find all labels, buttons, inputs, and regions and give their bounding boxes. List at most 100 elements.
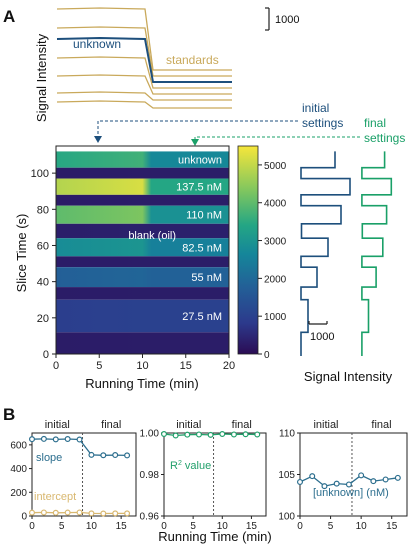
heatmap-xlabel: Running Time (min) bbox=[85, 376, 198, 391]
heatmap-y-tick-label: 20 bbox=[37, 313, 49, 325]
heatmap-band-label: blank (oil) bbox=[128, 230, 176, 242]
r2-superscript: 2 bbox=[178, 460, 182, 467]
data-point bbox=[184, 431, 191, 438]
colorbar-tick-label: 3000 bbox=[264, 237, 287, 248]
colorbar-tick-label: 5000 bbox=[264, 161, 287, 172]
initial-settings-arrowhead bbox=[94, 136, 102, 143]
signal-trace-line bbox=[56, 91, 232, 101]
data-point bbox=[242, 431, 249, 438]
data-point bbox=[321, 483, 328, 490]
heatmap-band bbox=[56, 194, 229, 206]
heatmap-y-tick-label: 60 bbox=[37, 240, 49, 252]
y-tick-label: 1.00 bbox=[140, 429, 160, 440]
heatmap-y-tick-label: 40 bbox=[37, 277, 49, 289]
data-point bbox=[64, 509, 71, 516]
data-point bbox=[345, 481, 352, 488]
data-point bbox=[29, 436, 36, 443]
heatmap-band bbox=[56, 267, 229, 288]
colorbar-tick-label: 4000 bbox=[264, 199, 287, 210]
heatmap-x-tick-label: 20 bbox=[223, 360, 235, 372]
data-point bbox=[207, 431, 214, 438]
right-traces-xlabel: Signal Intensity bbox=[304, 369, 393, 384]
final-settings-arrowhead bbox=[191, 139, 199, 146]
data-point bbox=[254, 431, 261, 438]
heatmap-band bbox=[56, 151, 229, 168]
final-label: final bbox=[101, 419, 121, 431]
initial-label: initial bbox=[45, 419, 70, 431]
right-traces-group bbox=[300, 151, 393, 356]
panel-b-label: B bbox=[3, 405, 15, 424]
x-tick-label: 10 bbox=[86, 521, 98, 532]
data-point bbox=[52, 436, 59, 443]
slope-label: slope bbox=[36, 452, 62, 464]
signal-trace-final bbox=[361, 151, 393, 356]
y-tick-label: 100 bbox=[278, 512, 295, 523]
initial-label: initial bbox=[313, 419, 338, 431]
heatmap-x-tick-label: 15 bbox=[180, 360, 192, 372]
panel-b-frame bbox=[31, 432, 137, 517]
heatmap-band-label: unknown bbox=[178, 155, 222, 167]
data-point bbox=[309, 473, 316, 480]
data-point bbox=[382, 476, 389, 483]
x-tick-label: 5 bbox=[328, 521, 334, 532]
y-tick-label: 0.96 bbox=[140, 512, 160, 523]
final-settings-label-1: final bbox=[364, 116, 386, 130]
signal-trace-line bbox=[56, 56, 232, 89]
heatmap-band bbox=[56, 178, 229, 195]
data-point bbox=[40, 435, 47, 442]
top-traces-group bbox=[56, 7, 232, 109]
data-point bbox=[297, 478, 304, 485]
heatmap-band-label: 82.5 nM bbox=[182, 242, 222, 254]
right-scale-label: 1000 bbox=[310, 331, 334, 343]
y-tick-label: 200 bbox=[10, 488, 27, 499]
initial-settings-arrow-path bbox=[97, 120, 298, 136]
data-point bbox=[112, 452, 119, 459]
heatmap-ylabel: Slice Time (s) bbox=[14, 214, 29, 293]
data-point bbox=[124, 452, 131, 459]
data-point bbox=[112, 510, 119, 517]
signal-trace-line bbox=[56, 74, 232, 95]
heatmap-x-ticks: 0 5 10 15 20 bbox=[53, 354, 235, 372]
final-settings-arrow-path bbox=[194, 136, 360, 139]
data-point bbox=[88, 451, 95, 458]
heatmap-band bbox=[56, 299, 229, 333]
signal-trace-initial bbox=[300, 151, 351, 356]
standards-trace-label: standards bbox=[166, 53, 219, 67]
panel-b-frame bbox=[299, 432, 408, 517]
x-tick-label: 5 bbox=[59, 521, 65, 532]
data-point bbox=[100, 510, 107, 517]
data-point bbox=[76, 436, 83, 443]
data-point bbox=[76, 509, 83, 516]
heatmap-band bbox=[56, 223, 229, 239]
heatmap-y-ticks: 0 20 40 60 80 100 bbox=[31, 168, 56, 361]
y-tick-label: 110 bbox=[279, 429, 295, 440]
unknown-trace-label: unknown bbox=[73, 37, 121, 51]
final-label: final bbox=[232, 419, 252, 431]
signal-trace-line bbox=[56, 7, 232, 71]
heatmap-band-labels: unknown 137.5 nM 110 nM blank (oil) 82.5 nM 5… bbox=[128, 155, 222, 323]
heatmap-x-tick-label: 10 bbox=[136, 360, 148, 372]
r2-label-rest: value bbox=[182, 460, 211, 472]
heatmap-band bbox=[56, 238, 229, 257]
initial-label: initial bbox=[176, 419, 201, 431]
r2-label: R2 value bbox=[170, 460, 211, 472]
data-point bbox=[124, 510, 131, 517]
x-tick-label: 0 bbox=[297, 521, 303, 532]
data-point bbox=[370, 478, 377, 485]
x-tick-label: 0 bbox=[161, 521, 167, 532]
data-point bbox=[100, 452, 107, 459]
x-tick-label: 15 bbox=[116, 521, 128, 532]
final-settings-label-2: settings bbox=[364, 131, 405, 145]
panel-b-xlabel: Running Time (min) bbox=[158, 529, 271, 544]
colorbar-tick-label: 1000 bbox=[264, 312, 287, 323]
colorbar-tick-label: 2000 bbox=[264, 274, 287, 285]
data-point bbox=[64, 436, 71, 443]
data-point bbox=[195, 431, 202, 438]
heatmap-band-label: 27.5 nM bbox=[182, 311, 222, 323]
data-point bbox=[333, 480, 340, 487]
data-point bbox=[40, 509, 47, 516]
signal-trace-line bbox=[56, 26, 232, 77]
x-tick-label: 0 bbox=[29, 521, 35, 532]
panel-a-label: A bbox=[3, 7, 15, 26]
